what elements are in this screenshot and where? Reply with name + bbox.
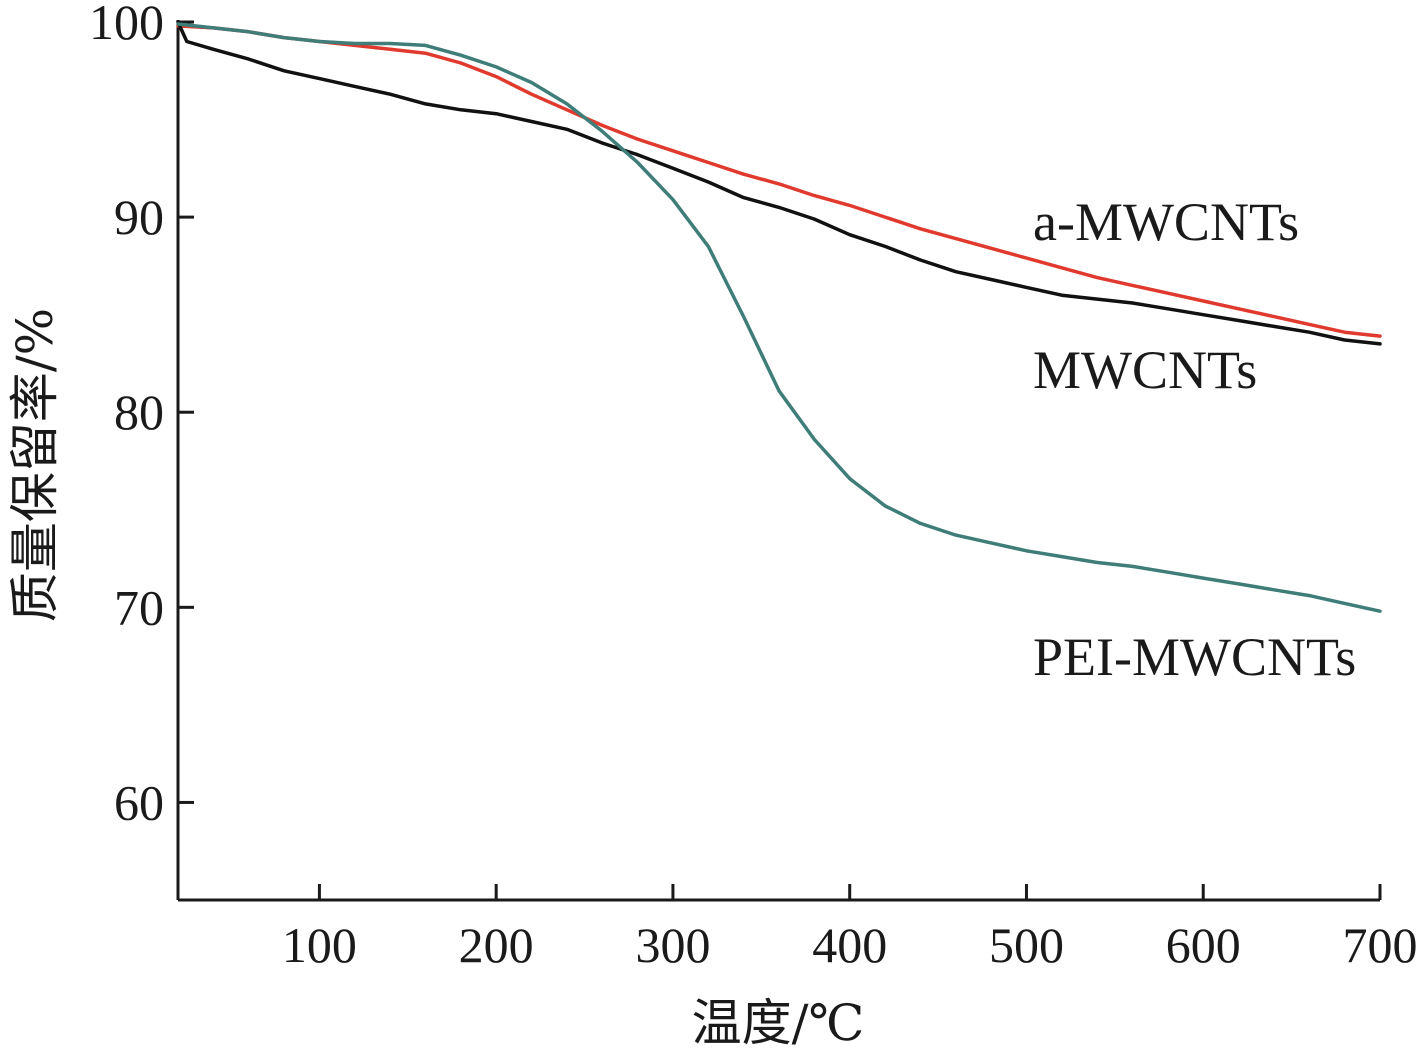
y-tick-label: 90	[114, 189, 164, 245]
series-label-mwcnts: MWCNTs	[1033, 340, 1257, 400]
x-tick-label: 400	[812, 917, 887, 973]
x-tick-label: 700	[1343, 917, 1418, 973]
series-line-a-mwcnts	[176, 24, 1382, 338]
y-tick-label: 100	[89, 0, 164, 50]
x-tick-label: 500	[989, 917, 1064, 973]
x-tick-label: 100	[282, 917, 357, 973]
y-axis-title: 质量保留率/%	[6, 308, 64, 622]
y-ticks: 60 70 80 90 100	[89, 0, 194, 830]
x-axis-title: 温度/℃	[692, 994, 865, 1050]
y-tick-label: 80	[114, 384, 164, 440]
y-tick-label: 70	[114, 579, 164, 635]
series-label-pei-mwcnts: PEI-MWCNTs	[1033, 627, 1356, 687]
x-tick-label: 600	[1166, 917, 1241, 973]
axes	[176, 20, 1380, 902]
series-label-a-mwcnts: a-MWCNTs	[1033, 192, 1299, 252]
series-labels: a-MWCNTs MWCNTs PEI-MWCNTs	[1033, 192, 1356, 687]
x-ticks: 100 200 300 400 500 600 700	[282, 884, 1418, 973]
y-tick-label: 60	[114, 774, 164, 830]
x-tick-label: 300	[635, 917, 710, 973]
series-lines	[176, 20, 1382, 613]
x-tick-label: 200	[459, 917, 534, 973]
series-line-pei-mwcnts	[176, 22, 1382, 613]
series-line-mwcnts	[176, 20, 1382, 346]
